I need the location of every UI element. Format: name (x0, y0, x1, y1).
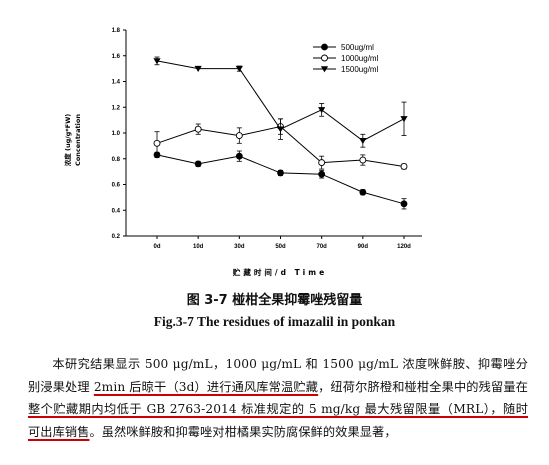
series-line (156, 154, 405, 205)
data-point (153, 139, 161, 147)
y-tick-label: 0.4 (112, 208, 121, 214)
x-axis-label: 贮藏时间/d Time (232, 267, 327, 277)
underlined-text-1: 2min 后晾干（3d）进行通风库常温贮藏 (93, 379, 319, 394)
y-axis: 0.2 0.4 0.6 0.8 1.0 1.2 1.4 1.6 1.8 (112, 28, 127, 240)
body-paragraph: 本研究结果显示 500 μg/mL，1000 μg/mL 和 1500 μg/m… (28, 353, 528, 443)
data-point (359, 188, 367, 196)
data-point (153, 58, 161, 65)
data-point (235, 132, 243, 140)
data-point (277, 169, 284, 177)
x-tick-label: 90d (358, 244, 369, 250)
series-1 (153, 118, 408, 170)
x-tick-label: 0d (153, 244, 160, 250)
legend-entry: 500ug/ml (341, 43, 374, 52)
data-point (318, 107, 326, 114)
x-tick-label: 10d (193, 244, 204, 250)
figure-caption-cn: 图 3-7 椪柑全果抑霉唑残留量 (186, 293, 363, 308)
data-point (235, 152, 243, 160)
y-tick-label: 1.2 (112, 105, 121, 111)
data-point (400, 116, 408, 123)
x-tick-label: 30d (234, 244, 245, 250)
underlined-text-2: 整个贮藏期内均低于 GB 2763-2014 标准规定的 5 mg/kg 最大残… (28, 402, 528, 439)
line-chart: 0.2 0.4 0.6 0.8 1.0 1.2 1.4 1.6 1.8 0d 10d 30d 50d 7… (63, 28, 422, 277)
x-tick-label: 120d (397, 244, 411, 250)
x-tick-label: 50d (275, 244, 286, 250)
data-point (276, 126, 285, 133)
data-point (194, 160, 202, 168)
y-axis-label-en: Concentration (74, 114, 82, 166)
data-point (194, 65, 202, 73)
paragraph-text-2: ，纽荷尔脐橙和椪柑全果中的残留量在 (318, 379, 529, 394)
y-tick-label: 0.8 (112, 157, 121, 163)
y-axis-label: 浓度 (ug/g*FW) (63, 114, 72, 167)
data-point (359, 156, 367, 164)
data-point (359, 138, 367, 145)
y-tick-label: 1.4 (112, 80, 121, 86)
legend-marker (321, 43, 328, 51)
data-point (235, 65, 243, 73)
y-tick-label: 1.0 (112, 131, 121, 137)
x-tick-label: 70d (316, 244, 327, 250)
legend-entry: 1000ug/ml (341, 54, 379, 63)
series-2 (153, 56, 408, 148)
series-layer (153, 56, 408, 210)
data-point (400, 200, 408, 208)
y-tick-label: 0.6 (112, 183, 121, 189)
y-tick-label: 0.2 (112, 234, 121, 240)
data-point (318, 170, 326, 178)
data-point (194, 125, 202, 133)
y-tick-label: 1.6 (112, 54, 121, 60)
paragraph-text-3: 。虽然咪鲜胺和抑霉唑对柑橘果实防腐保鲜的效果显著， (89, 424, 397, 439)
series-0 (153, 150, 408, 210)
data-point (400, 163, 408, 170)
legend: 500ug/ml 1000ug/ml 1500ug/ml (313, 43, 379, 74)
data-point (318, 159, 326, 167)
y-tick-label: 1.8 (112, 28, 121, 34)
legend-marker (321, 54, 328, 62)
x-axis: 0d 10d 30d 50d 70d 90d 120d (126, 235, 422, 250)
paragraph-text-1: 本研究结果显示 500 μg/mL，1000 μg/mL 和 1500 μg/m… (28, 357, 528, 394)
legend-marker (320, 66, 329, 73)
figure-caption-en: Fig.3-7 The residues of imazalil in ponk… (153, 314, 396, 329)
legend-entry: 1500ug/ml (341, 65, 379, 74)
